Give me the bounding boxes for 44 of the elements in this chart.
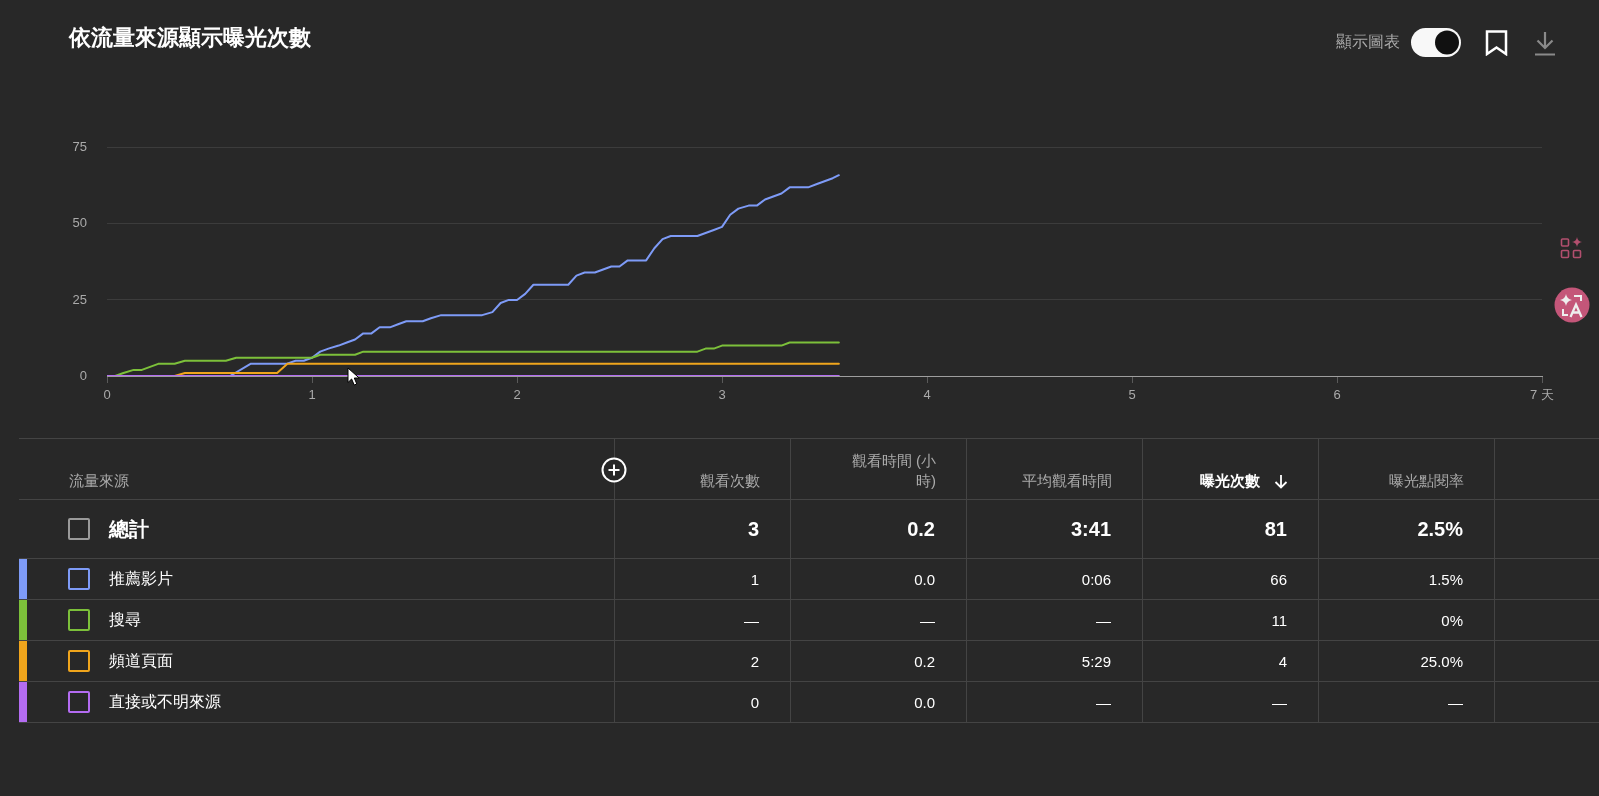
data-label: 0% — [1441, 611, 1463, 629]
data-label: 5:29 — [1081, 652, 1111, 670]
text: 流量來源 — [69, 471, 129, 491]
data-label: — — [1096, 693, 1111, 711]
text: 觀看時間 (小時) — [851, 452, 936, 489]
data-label: 0:06 — [1081, 570, 1111, 588]
category-label: 總計 — [109, 516, 149, 542]
y-tick-label: 25 — [72, 291, 87, 307]
category-label: 推薦影片 — [109, 568, 173, 589]
category-label: 搜尋 — [109, 609, 141, 630]
data-label: 0.0 — [914, 693, 935, 711]
category-label: 直接或不明來源 — [109, 691, 221, 712]
x-tick-label: 2 — [513, 387, 521, 403]
x-tick-label: 5 — [1128, 387, 1136, 403]
legend-label: 曝光次數 — [1200, 472, 1260, 489]
data-label: 1.5% — [1428, 570, 1463, 588]
data-label: 11 — [1271, 611, 1287, 629]
data-label: 0.2 — [907, 517, 935, 541]
category-label: 頻道頁面 — [109, 650, 173, 671]
data-label: — — [920, 611, 935, 629]
x-tick-label: 6 — [1333, 387, 1341, 403]
data-label: 4 — [1278, 652, 1287, 670]
x-tick-label: 4 — [923, 387, 931, 403]
x-tick-label: 3 — [718, 387, 726, 403]
x-tick-label: 0 — [103, 387, 111, 403]
data-label: 0.0 — [914, 570, 935, 588]
y-tick-label: 50 — [72, 215, 87, 231]
data-label: 25.0% — [1420, 652, 1463, 670]
data-label: 81 — [1264, 517, 1287, 541]
y-tick-label: 0 — [79, 367, 87, 383]
data-label: — — [1096, 611, 1111, 629]
text: 曝光點閱率 — [1389, 472, 1464, 489]
text: 顯示圖表 — [1336, 33, 1400, 50]
x-tick-label: 7 天 — [1530, 387, 1554, 403]
data-label: 2.5% — [1417, 517, 1463, 541]
y-tick-label: 75 — [72, 139, 87, 155]
text: 平均觀看時間 — [1022, 472, 1112, 489]
chart-title: 依流量來源顯示曝光次數 — [69, 25, 311, 50]
data-label: 3:41 — [1070, 517, 1111, 541]
x-tick-label: 1 — [308, 387, 316, 403]
data-label: — — [1272, 693, 1287, 711]
data-label: 66 — [1270, 570, 1287, 588]
data-label: — — [1448, 693, 1463, 711]
data-label: 0.2 — [914, 652, 935, 670]
